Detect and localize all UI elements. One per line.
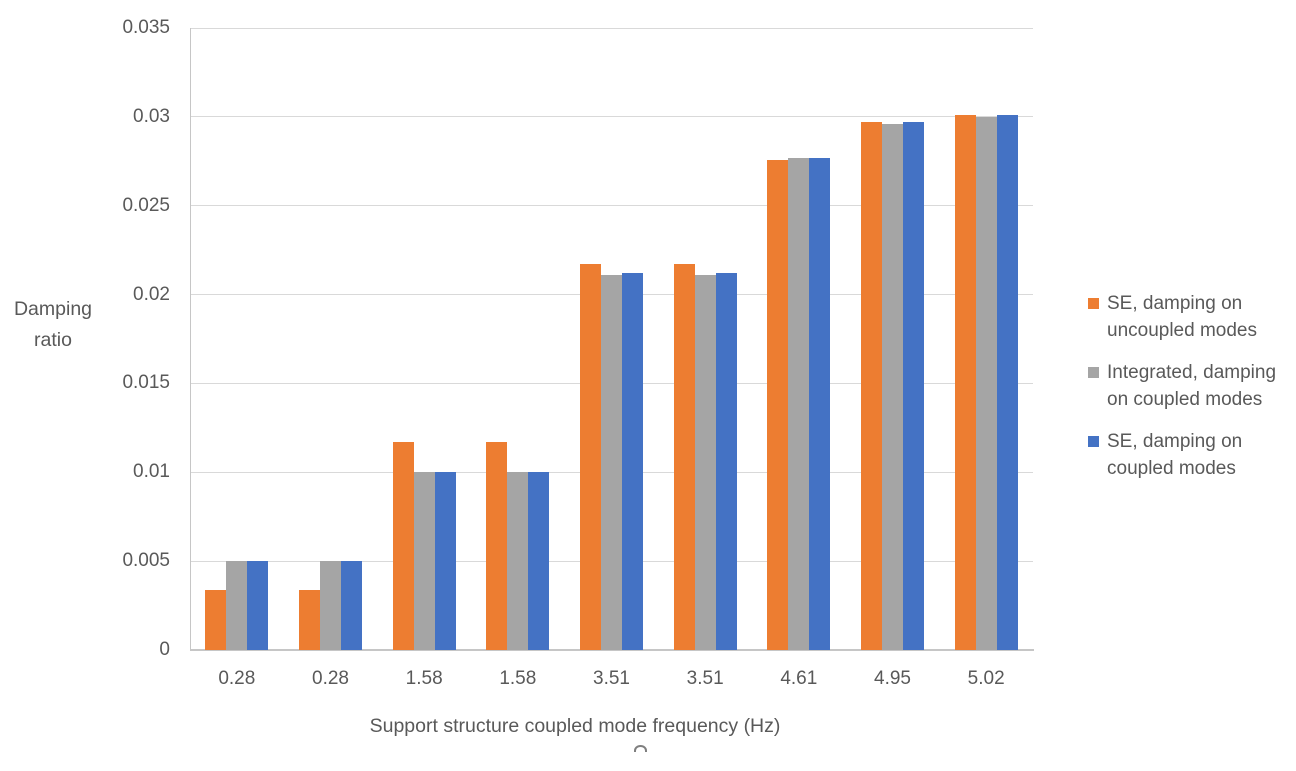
- plot-area: [190, 28, 1033, 650]
- bar-series2-group1: [226, 561, 248, 650]
- bar-series3-group9: [996, 115, 1018, 650]
- y-tick-label: 0.02: [133, 283, 170, 305]
- legend-swatch-icon: [1088, 436, 1099, 447]
- bar-series3-group7: [809, 157, 831, 650]
- bar-series1-group1: [205, 589, 227, 650]
- bar-series1-group3: [392, 442, 414, 650]
- bar-series2-group3: [413, 472, 435, 650]
- bar-series3-group2: [341, 561, 362, 650]
- bar-series1-group6: [673, 264, 695, 650]
- bar-series1-group2: [299, 589, 320, 650]
- bar-series3-group6: [715, 273, 737, 650]
- bar-series2-group2: [320, 561, 341, 650]
- x-tick-label: 1.58: [499, 668, 537, 689]
- x-axis-title: Support structure coupled mode frequency…: [369, 715, 781, 737]
- legend-label: SE, damping on uncoupled modes: [1107, 293, 1257, 341]
- x-tick-label: 0.28: [312, 668, 349, 689]
- y-axis-line: [190, 28, 191, 650]
- bar-series3-group3: [434, 472, 456, 650]
- x-tick-label: 4.95: [874, 668, 911, 689]
- bar-series2-group7: [788, 157, 810, 650]
- bar-series2-group6: [694, 275, 716, 650]
- x-tick-label: 0.28: [218, 668, 256, 689]
- bar-series1-group4: [486, 442, 508, 650]
- bar-series2-group5: [601, 275, 622, 650]
- y-tick-label: 0.03: [133, 105, 170, 127]
- legend-swatch-icon: [1088, 298, 1099, 309]
- legend-swatch-icon: [1088, 367, 1099, 378]
- bar-series3-group8: [903, 122, 924, 650]
- gridline-0.025: [190, 205, 1033, 207]
- bar-series3-group5: [622, 273, 643, 650]
- y-tick-label: 0.025: [122, 194, 170, 216]
- x-tick-label: 4.61: [780, 668, 818, 689]
- bar-series2-group9: [975, 116, 997, 650]
- legend-label: Integrated, damping on coupled modes: [1107, 362, 1277, 410]
- legend-item-2: Integrated, damping on coupled modes: [1088, 359, 1288, 413]
- legend: SE, damping on uncoupled modes Integrated…: [1088, 290, 1288, 482]
- bar-series2-group8: [882, 123, 903, 650]
- y-tick-label: 0.015: [122, 372, 170, 394]
- bar-series1-group7: [767, 159, 789, 650]
- x-axis-line: [190, 649, 1034, 651]
- bar-series1-group5: [580, 264, 601, 650]
- y-tick-label: 0: [159, 639, 170, 660]
- bar-series1-group9: [954, 115, 976, 650]
- legend-item-3: SE, damping on coupled modes: [1088, 428, 1288, 482]
- x-tick-label: 3.51: [686, 668, 724, 689]
- bar-series1-group8: [861, 122, 882, 650]
- y-axis-title: Damping ratio: [13, 298, 93, 351]
- legend-label: SE, damping on coupled modes: [1107, 431, 1243, 479]
- x-tick-label: 1.58: [405, 668, 443, 689]
- y-tick-label: 0.01: [133, 461, 170, 483]
- x-tick-label: 5.02: [967, 668, 1005, 689]
- bar-series3-group1: [247, 561, 269, 650]
- partial-cutoff-glyph: [634, 745, 647, 752]
- y-tick-label: 0.035: [122, 17, 170, 38]
- gridline-0.03: [190, 116, 1033, 118]
- y-tick-label: 0.005: [122, 550, 170, 572]
- legend-item-1: SE, damping on uncoupled modes: [1088, 290, 1288, 344]
- x-tick-label: 3.51: [593, 668, 630, 689]
- bar-series2-group4: [507, 472, 529, 650]
- gridline-0.035: [190, 27, 1033, 29]
- bar-series3-group4: [528, 472, 550, 650]
